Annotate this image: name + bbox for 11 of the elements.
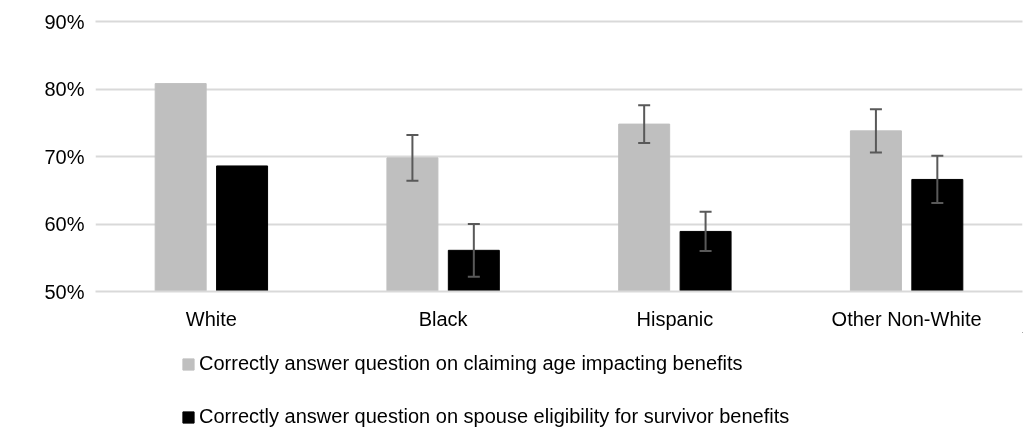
x-tick-label: Hispanic [636,307,714,330]
x-tick-label: Other Non-White [831,307,982,330]
legend-label: Correctly answer question on claiming age impacting benefits [199,352,743,375]
y-tick-label: 60% [44,213,85,235]
legend-label: Correctly answer question on spouse eligibility for survivor benefits [199,405,790,428]
y-tick-label: 80% [44,78,85,100]
y-tick-label: 70% [44,145,85,168]
y-tick-label: 50% [44,280,85,303]
x-tick-label: Black [418,307,469,330]
y-tick-label: 90% [44,10,85,33]
x-tick-label: White [185,307,237,330]
